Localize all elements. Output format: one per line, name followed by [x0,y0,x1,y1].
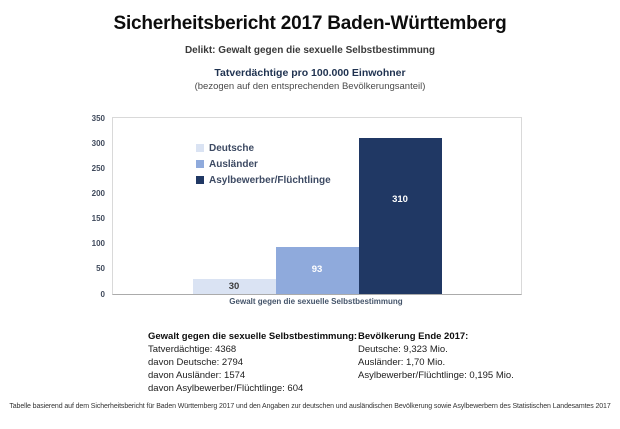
x-axis-category-label: Gewalt gegen die sexuelle Selbstbestimmu… [229,297,403,306]
bar-ausl-nder: 93 [275,247,359,294]
legend-label: Ausländer [209,158,258,170]
stats-population-line: Asylbewerber/Flüchtlinge: 0,195 Mio. [358,370,514,381]
y-axis-tick-label: 250 [91,163,105,173]
y-axis-tick-label: 0 [100,289,105,299]
y-axis-tick-label: 50 [96,264,105,274]
chart-subtitle: (bezogen auf den entsprechenden Bevölker… [194,81,426,92]
stats-population-line: Ausländer: 1,70 Mio. [358,357,446,368]
bar-value-label: 30 [228,280,240,292]
stats-offences-heading: Gewalt gegen die sexuelle Selbstbestimmu… [148,331,358,342]
legend-item: Asylbewerber/Flüchtlinge [196,172,331,188]
chart-legend: Deutsche Ausländer Asylbewerber/Flüchtling… [196,140,331,188]
stats-offences-line: davon Deutsche: 2794 [148,357,244,368]
page-subtitle: Delikt: Gewalt gegen die sexuelle Selbst… [184,45,436,56]
legend-swatch-icon [196,176,204,184]
legend-item: Ausländer [196,156,331,172]
chart-title: Tatverdächtige pro 100.000 Einwohner [214,67,406,79]
stats-population-heading: Bevölkerung Ende 2017: [358,331,469,342]
legend-label: Asylbewerber/Flüchtlinge [209,174,331,186]
bar-deutsche: 30 [192,278,276,294]
stats-population-line: Deutsche: 9,323 Mio. [358,344,448,355]
legend-swatch-icon [196,160,204,168]
bar-value-label: 310 [392,194,408,206]
plot-area: Deutsche Ausländer Asylbewerber/Flüchtling… [92,114,522,299]
stats-block-offences: Gewalt gegen die sexuelle Selbstbestimmu… [148,330,357,395]
bar-asylbewerber-fl-chtlinge: 310 [358,138,442,294]
stats-offences-line: davon Ausländer: 1574 [148,370,246,381]
y-axis-tick-label: 100 [91,239,105,249]
stats-block-population: Bevölkerung Ende 2017: Deutsche: 9,323 M… [358,330,514,382]
bar-value-label: 93 [311,264,323,276]
y-axis-tick-label: 150 [91,214,105,224]
stats-offences-line: davon Asylbewerber/Flüchtlinge: 604 [148,383,304,394]
y-axis-tick-label: 350 [91,113,105,123]
y-axis-tick-label: 300 [91,138,105,148]
source-note: Tabelle basierend auf dem Sicherheitsber… [9,403,611,410]
legend-item: Deutsche [196,140,331,156]
legend-label: Deutsche [209,142,255,154]
stats-offences-line: Tatverdächtige: 4368 [148,344,237,355]
legend-swatch-icon [196,144,204,152]
page-title: Sicherheitsbericht 2017 Baden-Württember… [113,13,507,34]
y-axis-tick-label: 200 [91,188,105,198]
